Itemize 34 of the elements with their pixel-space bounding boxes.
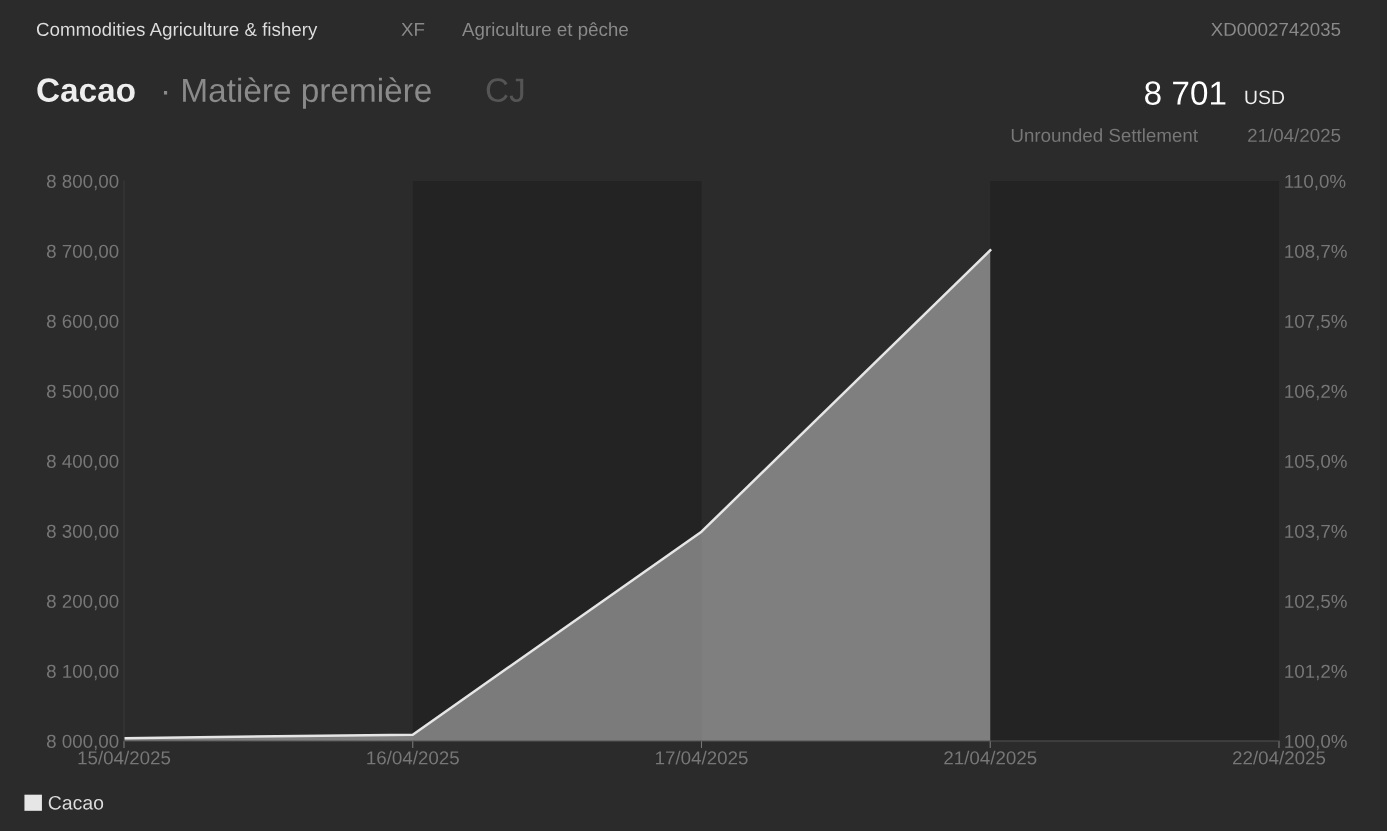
legend-label: Cacao — [48, 795, 104, 810]
y-tick-label: 8 300,00 — [46, 524, 119, 541]
x-tick-label: 22/04/2025 — [1233, 750, 1326, 765]
y-tick-label: 8 200,00 — [46, 594, 119, 611]
y-tick-label: 8 400,00 — [46, 454, 119, 471]
x-tick-label: 21/04/2025 — [944, 750, 1037, 765]
text: Unrounded Settlement — [1011, 128, 1198, 143]
y-tick-label: 8 600,00 — [46, 314, 119, 331]
text: USD — [1245, 90, 1285, 105]
x-tick-label: 15/04/2025 — [78, 750, 171, 765]
y2-tick-label: 110,0% — [1285, 174, 1346, 191]
x-tick-label: 17/04/2025 — [656, 750, 748, 765]
y2-tick-label: 107,5% — [1285, 314, 1347, 331]
text: Agriculture et pêche — [462, 22, 628, 40]
y2-tick-label: 103,7% — [1285, 524, 1347, 541]
y2-tick-label: 105,0% — [1285, 454, 1347, 471]
y-tick-label: 8 500,00 — [46, 384, 119, 401]
y2-tick-label: 106,2% — [1285, 384, 1347, 401]
y2-tick-label: 102,5% — [1285, 594, 1347, 611]
text: 8 701 — [1145, 81, 1226, 105]
text: 21/04/2025 — [1248, 128, 1341, 143]
y2-tick-label: 100,0% — [1285, 734, 1347, 751]
text: XF — [401, 22, 425, 36]
x-tick-label: 16/04/2025 — [367, 750, 459, 765]
y-tick-label: 8 700,00 — [46, 244, 119, 261]
y-tick-label: 8 100,00 — [46, 664, 119, 681]
text: Commodities Agriculture & fishery — [36, 22, 318, 40]
chart-title: Cacao — [37, 78, 135, 102]
y2-tick-label: 101,2% — [1285, 664, 1347, 681]
y-tick-label: 8 800,00 — [46, 174, 119, 191]
y2-tick-label: 108,7% — [1285, 244, 1347, 261]
y-tick-label: 8 000,00 — [46, 734, 119, 751]
chart-subtitle: · Matière première — [163, 77, 431, 109]
text: XD0002742035 — [1211, 22, 1341, 37]
